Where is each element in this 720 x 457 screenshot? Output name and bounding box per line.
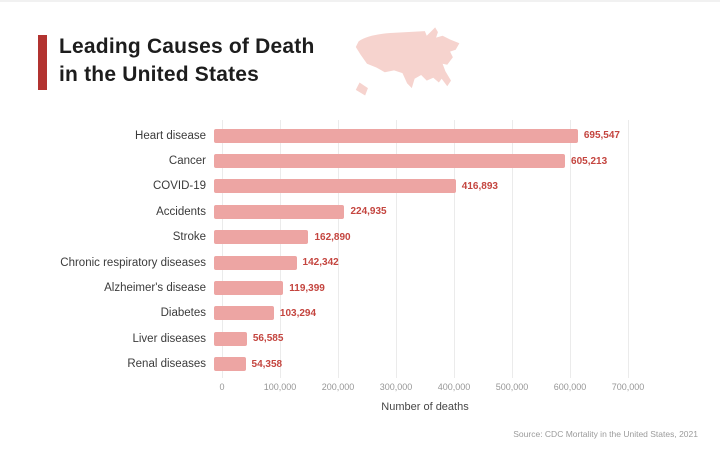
- x-tick-label: 500,000: [495, 382, 529, 392]
- category-label: Liver diseases: [132, 332, 206, 345]
- value-label: 416,893: [461, 180, 498, 192]
- gridline: [396, 120, 397, 378]
- bar-row: Alzheimer's disease 119,399: [30, 275, 690, 300]
- bar-track: 695,547: [214, 128, 620, 143]
- x-tick-label: 600,000: [553, 382, 587, 392]
- category-label: COVID-19: [152, 180, 206, 193]
- bar-track: 103,294: [214, 306, 620, 321]
- value-label: 224,935: [350, 206, 387, 218]
- value-label: 54,358: [251, 358, 283, 370]
- x-tick-label: 0: [219, 382, 225, 392]
- bar: [214, 255, 297, 270]
- category-label: Diabetes: [160, 307, 206, 320]
- gridline: [570, 120, 571, 378]
- gridline: [222, 120, 223, 378]
- bar-track: 162,890: [214, 230, 620, 245]
- category-label: Chronic respiratory diseases: [60, 256, 206, 269]
- category-label: Accidents: [156, 205, 206, 218]
- value-label: 162,890: [314, 231, 351, 243]
- bar-row: Diabetes 103,294: [30, 301, 690, 326]
- bar-row: Heart disease 695,547: [30, 123, 690, 148]
- title-accent-bar: [38, 35, 47, 90]
- bar-track: 56,585: [214, 331, 620, 346]
- source-note: Source: CDC Mortality in the United Stat…: [513, 429, 698, 439]
- page-title: Leading Causes of Death in the United St…: [59, 33, 314, 89]
- x-tick-label: 700,000: [611, 382, 645, 392]
- bar: [214, 204, 345, 219]
- value-label: 695,547: [583, 130, 620, 142]
- category-label: Stroke: [172, 231, 206, 244]
- bar-track: 142,342: [214, 255, 620, 270]
- bar: [214, 306, 274, 321]
- category-label: Renal diseases: [127, 358, 206, 371]
- x-axis-label: Number of deaths: [381, 401, 469, 413]
- bar: [214, 331, 247, 346]
- bar: [214, 154, 566, 169]
- bar-row: Chronic respiratory diseases 142,342: [30, 250, 690, 275]
- bar: [214, 357, 246, 372]
- bar-row: Accidents 224,935: [30, 199, 690, 224]
- gridline: [628, 120, 629, 378]
- value-label: 56,585: [252, 333, 284, 345]
- value-label: 142,342: [302, 257, 339, 269]
- bar-row: Cancer 605,213: [30, 148, 690, 173]
- page-title-line2: in the United States: [59, 63, 260, 86]
- bar-chart: Heart disease 695,547 Cancer 605,213 COVID-1…: [30, 120, 690, 420]
- page-title-line1: Leading Causes of Death: [59, 35, 315, 58]
- bar-track: 416,893: [214, 179, 620, 194]
- category-label: Cancer: [168, 155, 206, 168]
- bar-track: 54,358: [214, 357, 620, 372]
- bar: [214, 179, 456, 194]
- bar: [214, 230, 309, 245]
- category-label: Heart disease: [135, 129, 206, 142]
- x-tick-label: 100,000: [263, 382, 297, 392]
- gridline: [338, 120, 339, 378]
- x-tick-label: 200,000: [321, 382, 355, 392]
- bar-track: 119,399: [214, 281, 620, 296]
- usa-map-icon: [355, 27, 460, 96]
- value-label: 103,294: [279, 307, 317, 319]
- gridline: [512, 120, 513, 378]
- bar: [214, 281, 284, 296]
- gridline: [280, 120, 281, 378]
- gridline: [454, 120, 455, 378]
- bar-row: COVID-19 416,893: [30, 174, 690, 199]
- bar-row: Liver diseases 56,585: [30, 326, 690, 351]
- value-label: 119,399: [289, 282, 325, 294]
- x-tick-label: 300,000: [379, 382, 413, 392]
- bar-track: 605,213: [214, 154, 620, 169]
- x-axis: 0 100,000 200,000 300,000 400,000 500,000 600,…: [219, 382, 644, 394]
- gridlines: [222, 120, 629, 378]
- category-label: Alzheimer's disease: [104, 282, 206, 295]
- bar: [214, 128, 578, 143]
- bar-rows: Heart disease 695,547 Cancer 605,213 COVID-1…: [30, 123, 690, 377]
- value-label: 605,213: [571, 155, 608, 167]
- bar-track: 224,935: [214, 204, 620, 219]
- bar-row: Renal diseases 54,358: [30, 352, 690, 377]
- x-tick-label: 400,000: [437, 382, 471, 392]
- bar-row: Stroke 162,890: [30, 225, 690, 250]
